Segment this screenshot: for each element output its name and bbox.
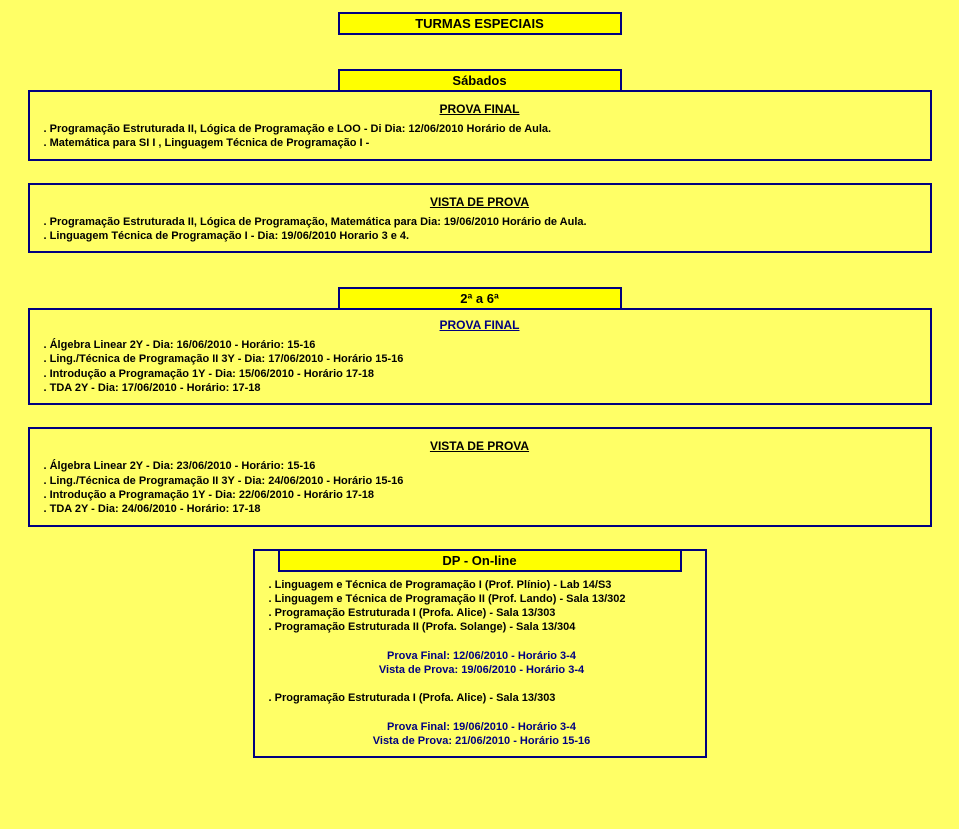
semana-vista-line: . Introdução a Programação 1Y - Dia: 22/… bbox=[40, 488, 920, 502]
semana-vista-line: . Ling./Técnica de Programação II 3Y - D… bbox=[40, 474, 920, 488]
sabados-prova-final-header: PROVA FINAL bbox=[40, 102, 920, 116]
semana-bar: 2ª a 6ª bbox=[338, 287, 622, 310]
semana-vista-line: . TDA 2Y - Dia: 24/06/2010 - Horário: 17… bbox=[40, 502, 920, 516]
semana-pf-line: . TDA 2Y - Dia: 17/06/2010 - Horário: 17… bbox=[40, 381, 920, 395]
semana-vista-header: VISTA DE PROVA bbox=[40, 439, 920, 453]
sabados-pf-line: . Programação Estruturada II, Lógica de … bbox=[40, 122, 920, 136]
dp-block1-line: . Programação Estruturada II (Profa. Sol… bbox=[265, 620, 695, 634]
dp-block1-line: . Linguagem e Técnica de Programação I (… bbox=[265, 578, 695, 592]
dp-box: DP - On-line . Linguagem e Técnica de Pr… bbox=[253, 549, 707, 759]
dp-block1-line: . Linguagem e Técnica de Programação II … bbox=[265, 592, 695, 606]
sabados-prova-final-box: PROVA FINAL . Programação Estruturada II… bbox=[28, 90, 932, 161]
dp-blue2-line: Vista de Prova: 21/06/2010 - Horário 15-… bbox=[265, 734, 695, 748]
semana-prova-final-header: PROVA FINAL bbox=[40, 318, 920, 332]
sabados-bar: Sábados bbox=[338, 69, 622, 92]
header-title-bar: TURMAS ESPECIAIS bbox=[338, 12, 622, 35]
dp-blue1-line: Vista de Prova: 19/06/2010 - Horário 3-4 bbox=[265, 663, 695, 677]
semana-vista-line: . Álgebra Linear 2Y - Dia: 23/06/2010 - … bbox=[40, 459, 920, 473]
sabados-vista-header: VISTA DE PROVA bbox=[40, 195, 920, 209]
sabados-vista-box: VISTA DE PROVA . Programação Estruturada… bbox=[28, 183, 932, 254]
sabados-pf-line: . Matemática para SI I , Linguagem Técni… bbox=[40, 136, 920, 150]
dp-bar: DP - On-line bbox=[278, 549, 682, 572]
sabados-bar-text: Sábados bbox=[452, 73, 506, 88]
dp-blue2-line: Prova Final: 19/06/2010 - Horário 3-4 bbox=[265, 720, 695, 734]
semana-vista-box: VISTA DE PROVA . Álgebra Linear 2Y - Dia… bbox=[28, 427, 932, 526]
semana-pf-line: . Álgebra Linear 2Y - Dia: 16/06/2010 - … bbox=[40, 338, 920, 352]
sabados-vista-line: . Programação Estruturada II, Lógica de … bbox=[40, 215, 920, 229]
semana-pf-line: . Introdução a Programação 1Y - Dia: 15/… bbox=[40, 367, 920, 381]
page-container: TURMAS ESPECIAIS Sábados PROVA FINAL . P… bbox=[0, 0, 959, 758]
semana-pf-line: . Ling./Técnica de Programação II 3Y - D… bbox=[40, 352, 920, 366]
dp-block1-line: . Programação Estruturada I (Profa. Alic… bbox=[265, 606, 695, 620]
semana-prova-final-box: PROVA FINAL . Álgebra Linear 2Y - Dia: 1… bbox=[28, 308, 932, 405]
semana-bar-text: 2ª a 6ª bbox=[460, 291, 499, 306]
dp-block2-line: . Programação Estruturada I (Profa. Alic… bbox=[265, 691, 695, 705]
dp-bar-text: DP - On-line bbox=[442, 553, 516, 568]
dp-blue1-line: Prova Final: 12/06/2010 - Horário 3-4 bbox=[265, 649, 695, 663]
sabados-vista-line: . Linguagem Técnica de Programação I - D… bbox=[40, 229, 920, 243]
header-title-text: TURMAS ESPECIAIS bbox=[415, 16, 544, 31]
